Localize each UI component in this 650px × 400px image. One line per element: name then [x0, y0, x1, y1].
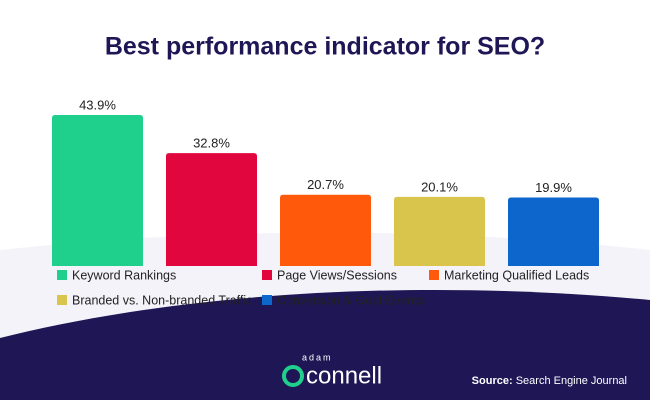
source-label: Source: [472, 375, 513, 387]
footer-wave [0, 289, 650, 400]
source: Source: Search Engine Journal [472, 375, 627, 387]
legend-label: Conversion & Goal Events [277, 293, 424, 307]
bar [280, 194, 371, 266]
logo-icon [282, 365, 304, 387]
bar [394, 196, 485, 266]
source-text: Search Engine Journal [516, 375, 627, 387]
bar [166, 153, 257, 266]
logo: adam connell [282, 352, 382, 389]
legend-label: Branded vs. Non-branded Traffic [72, 293, 252, 307]
bar [52, 115, 143, 266]
bar [508, 197, 599, 266]
value-label: 20.1% [421, 179, 458, 194]
value-label: 20.7% [307, 177, 344, 192]
legend-swatch [262, 270, 272, 280]
legend-swatch [429, 270, 439, 280]
value-label: 43.9% [79, 97, 116, 112]
value-label: 19.9% [535, 180, 572, 195]
legend-swatch [262, 295, 272, 305]
brand-top: adam [302, 352, 333, 362]
value-label: 32.8% [193, 136, 230, 151]
legend-label: Marketing Qualified Leads [444, 268, 589, 282]
legend-label: Page Views/Sessions [277, 268, 397, 282]
legend-label: Keyword Rankings [72, 268, 176, 282]
chart-title: Best performance indicator for SEO? [105, 33, 545, 61]
legend-swatch [57, 270, 67, 280]
legend-swatch [57, 295, 67, 305]
brand: connell [306, 362, 382, 389]
